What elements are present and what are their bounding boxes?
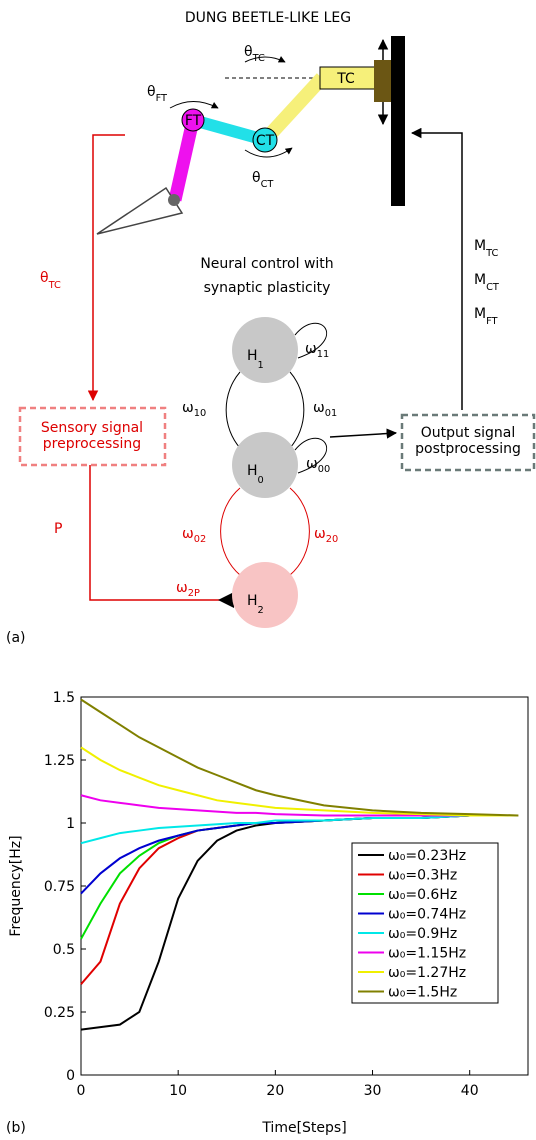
weight-label: ω20 (314, 526, 338, 545)
figure: DUNG BEETLE-LIKE LEG TC CT FT θTC θFT θC… (0, 0, 536, 1140)
diagram-title: DUNG BEETLE-LIKE LEG (185, 10, 351, 26)
x-axis-label: Time[Steps] (261, 1120, 346, 1136)
x-tick-label: 30 (364, 1083, 382, 1099)
box-text: Sensory signal (41, 420, 143, 436)
arrow (330, 433, 396, 437)
tibia (175, 120, 193, 200)
motor-line (412, 133, 462, 410)
series-line (81, 700, 518, 816)
coxa (265, 78, 322, 140)
y-axis-label: Frequency[Hz] (8, 835, 24, 936)
weight-label: ω10 (182, 400, 206, 419)
controller-text: synaptic plasticity (204, 280, 331, 296)
y-tick-label: 1.5 (53, 690, 75, 706)
edge (290, 488, 309, 575)
x-tick-label: 0 (77, 1083, 86, 1099)
series-line (81, 747, 518, 815)
joint-label: TC (336, 71, 355, 87)
weight-label: ω11 (305, 341, 329, 360)
legend-label: ω₀=0.23Hz (388, 848, 466, 864)
angle-label: θCT (252, 170, 274, 190)
legend-label: ω₀=1.15Hz (388, 946, 466, 962)
edge (221, 488, 240, 575)
edge (290, 372, 304, 448)
weight-label: ω2P (176, 580, 200, 599)
rotation-arrow (170, 102, 218, 109)
tarsus (97, 188, 182, 234)
weight-label: ω02 (182, 526, 206, 545)
p-label: P (54, 521, 62, 537)
legend-label: ω₀=1.27Hz (388, 965, 466, 981)
motor-label: MFT (474, 306, 499, 327)
panel-label: (b) (6, 1120, 26, 1136)
tarsus-joint (168, 194, 180, 206)
series-line (81, 795, 518, 815)
p-line (90, 465, 232, 600)
weight-label: ω01 (313, 400, 337, 419)
y-tick-label: 1 (66, 816, 75, 832)
box-text: Output signal (421, 425, 516, 441)
panel-label: (a) (6, 630, 26, 646)
sensor-line (93, 135, 125, 400)
legend-label: ω₀=1.5Hz (388, 985, 457, 1001)
weight-label: ω00 (306, 456, 330, 475)
y-tick-label: 1.25 (44, 753, 75, 769)
y-tick-label: 0.25 (44, 1005, 75, 1021)
y-tick-label: 0 (66, 1068, 75, 1084)
y-tick-label: 0.5 (53, 942, 75, 958)
body-bar (391, 36, 405, 206)
legend-label: ω₀=0.6Hz (388, 887, 457, 903)
chart: (b) 0 0.25 0.5 0.75 1 1.25 1.5 0 10 20 30 40 Time[St… (6, 690, 528, 1136)
series-line (81, 815, 518, 843)
box-text: preprocessing (43, 436, 141, 452)
x-tick-label: 10 (169, 1083, 187, 1099)
legend-label: ω₀=0.9Hz (388, 926, 457, 942)
legend-label: ω₀=0.3Hz (388, 868, 457, 884)
node (232, 562, 298, 628)
motor-label: MTC (474, 238, 499, 259)
tc-mount (374, 60, 391, 102)
motor-label: MCT (474, 272, 500, 293)
node (232, 317, 298, 383)
node (232, 432, 298, 498)
feedback-label: θTC (40, 270, 61, 291)
y-tick-label: 0.75 (44, 879, 75, 895)
box-text: postprocessing (415, 441, 521, 457)
controller-text: Neural control with (200, 256, 333, 272)
x-tick-label: 40 (461, 1083, 479, 1099)
joint-label: FT (185, 113, 202, 129)
x-tick-label: 20 (266, 1083, 284, 1099)
legend-label: ω₀=0.74Hz (388, 907, 466, 923)
joint-label: CT (256, 133, 275, 149)
angle-label: θFT (147, 84, 168, 104)
edge (226, 372, 240, 448)
arrowhead (218, 592, 234, 608)
diagram: DUNG BEETLE-LIKE LEG TC CT FT θTC θFT θC… (6, 10, 534, 646)
